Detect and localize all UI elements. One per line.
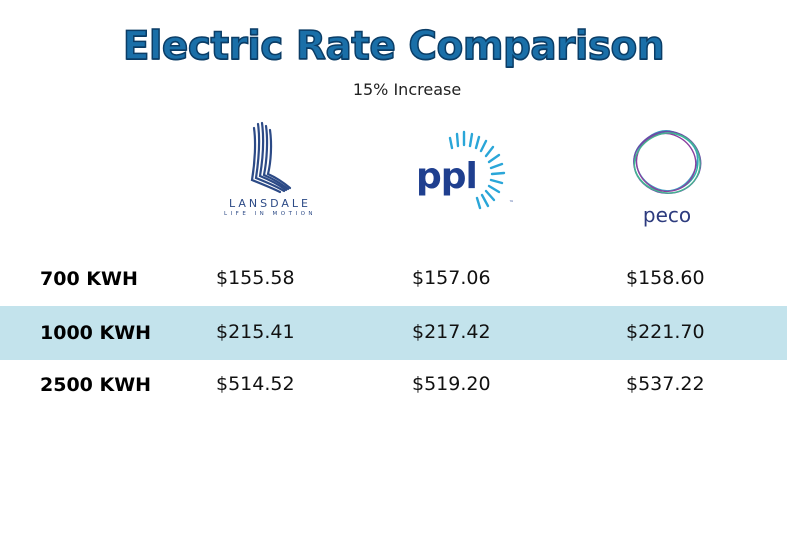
peco-rate: $537.22 [626,373,705,395]
row-label: 1000 KWH [40,322,152,344]
peco-rate: $158.60 [626,267,705,289]
row-label: 700 KWH [40,268,138,290]
lansdale-rate: $215.41 [216,321,295,343]
lansdale-logo: LANSDALE LIFE IN MOTION [214,118,326,224]
lansdale-tagline: LIFE IN MOTION [223,211,317,217]
ppl-logo: ppl ™ [412,128,522,216]
lansdale-l-icon [250,121,292,194]
page-subtitle: 15% Increase [352,80,462,99]
table-row: 2500 KWH $514.52 $519.20 $537.22 [0,358,787,412]
ppl-rays-icon [448,130,506,210]
ppl-rate: $157.06 [412,267,491,289]
table-row: 700 KWH $155.58 $157.06 $158.60 [0,252,787,306]
lansdale-rate: $514.52 [216,373,295,395]
table-row-highlighted: 1000 KWH $215.41 $217.42 $221.70 [0,306,787,360]
peco-ring-icon [633,130,702,194]
lansdale-rate: $155.58 [216,267,295,289]
row-label: 2500 KWH [40,374,152,396]
lansdale-name: LANSDALE [229,197,311,210]
peco-logo: peco [624,127,710,231]
peco-wordmark: peco [642,203,692,227]
page-title: Electric Rate Comparison [122,23,665,70]
ppl-wordmark: ppl [416,156,478,197]
peco-rate: $221.70 [626,321,705,343]
ppl-rate: $519.20 [412,373,491,395]
ppl-trademark: ™ [509,200,514,206]
ppl-rate: $217.42 [412,321,491,343]
